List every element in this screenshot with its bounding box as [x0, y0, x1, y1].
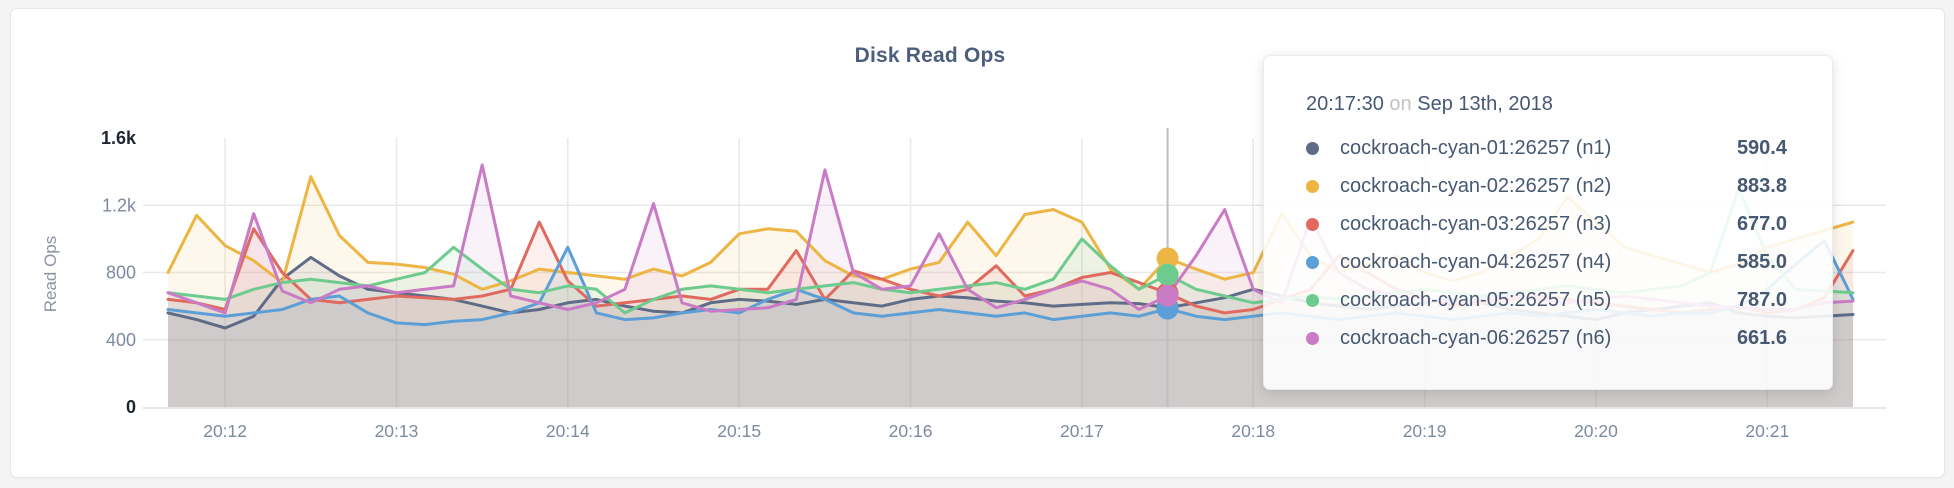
series-5-value: 787.0	[1736, 288, 1787, 311]
series-1-dot-icon	[1306, 141, 1319, 155]
tooltip-row: cockroach-cyan-03:26257 (n3) 677.0	[1306, 205, 1787, 243]
x-tick-label: 20:17	[1060, 421, 1104, 441]
tooltip-row: cockroach-cyan-04:26257 (n4) 585.0	[1306, 243, 1787, 281]
hover-point-dot	[1156, 247, 1179, 270]
x-tick-label: 20:19	[1403, 421, 1447, 441]
chart-title: Disk Read Ops	[854, 44, 1006, 67]
hover-point-dot	[1156, 263, 1179, 286]
tooltip-row: cockroach-cyan-06:26257 (n6) 661.6	[1306, 319, 1787, 357]
series-1-value: 590.4	[1736, 136, 1787, 159]
x-tick-label: 20:12	[203, 421, 247, 441]
series-3-dot-icon	[1306, 217, 1319, 231]
tooltip-on-word: on	[1389, 93, 1412, 115]
series-2-name: cockroach-cyan-02:26257 (n2)	[1340, 174, 1612, 197]
series-5-name: cockroach-cyan-05:26257 (n5)	[1340, 288, 1612, 311]
tooltip-row: cockroach-cyan-05:26257 (n5) 787.0	[1306, 281, 1787, 319]
x-tick-label: 20:18	[1231, 421, 1275, 441]
tooltip-date: Sep 13th, 2018	[1417, 93, 1553, 115]
series-6-value: 661.6	[1736, 326, 1787, 349]
series-1-name: cockroach-cyan-01:26257 (n1)	[1340, 136, 1612, 159]
series-6-dot-icon	[1306, 331, 1319, 345]
series-2-dot-icon	[1306, 179, 1319, 193]
hover-tooltip: 20:17:30 on Sep 13th, 2018 cockroach-cya…	[1263, 55, 1833, 390]
series-6-name: cockroach-cyan-06:26257 (n6)	[1340, 326, 1612, 349]
tooltip-row: cockroach-cyan-01:26257 (n1) 590.4	[1306, 129, 1787, 167]
y-tick-label: 800	[106, 263, 136, 283]
x-tick-label: 20:20	[1574, 421, 1618, 441]
series-4-name: cockroach-cyan-04:26257 (n4)	[1340, 250, 1612, 273]
series-4-dot-icon	[1306, 255, 1319, 269]
series-4-value: 585.0	[1736, 250, 1787, 273]
x-tick-label: 20:14	[546, 421, 590, 441]
x-tick-label: 20:21	[1745, 421, 1789, 441]
y-tick-label: 1.6k	[101, 128, 137, 148]
series-5-dot-icon	[1306, 293, 1319, 307]
tooltip-header: 20:17:30 on Sep 13th, 2018	[1306, 93, 1787, 116]
tooltip-time: 20:17:30	[1306, 93, 1384, 115]
tooltip-row: cockroach-cyan-02:26257 (n2) 883.8	[1306, 167, 1787, 205]
series-3-value: 677.0	[1736, 212, 1787, 235]
x-tick-label: 20:16	[889, 421, 933, 441]
x-tick-label: 20:15	[717, 421, 761, 441]
y-tick-label: 0	[126, 397, 136, 417]
hover-point-dot	[1156, 284, 1179, 307]
series-2-value: 883.8	[1736, 174, 1787, 197]
y-tick-label: 400	[106, 330, 136, 350]
y-tick-label: 1.2k	[102, 195, 137, 215]
series-3-name: cockroach-cyan-03:26257 (n3)	[1340, 212, 1612, 235]
x-tick-label: 20:13	[375, 421, 419, 441]
